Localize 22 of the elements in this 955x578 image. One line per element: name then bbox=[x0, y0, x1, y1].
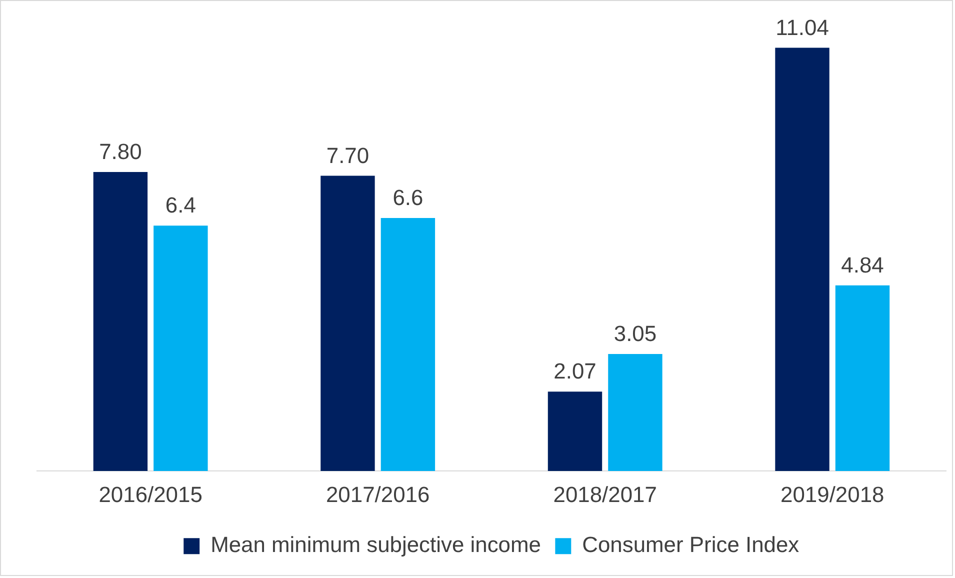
bar bbox=[548, 392, 602, 471]
bar bbox=[320, 176, 375, 471]
x-tick-label: 2019/2018 bbox=[780, 482, 884, 508]
bar bbox=[608, 354, 662, 471]
x-tick-label: 2016/2015 bbox=[98, 482, 202, 508]
data-label: 7.70 bbox=[326, 142, 370, 168]
legend-label: Consumer Price Index bbox=[582, 532, 800, 558]
x-tick-label: 2018/2017 bbox=[553, 482, 657, 508]
data-label: 2.07 bbox=[554, 358, 596, 384]
data-label: 3.05 bbox=[614, 321, 657, 346]
data-label: 11.04 bbox=[776, 14, 829, 40]
data-label: 7.80 bbox=[99, 139, 142, 164]
bar bbox=[380, 218, 436, 471]
x-tick-label: 2017/2016 bbox=[326, 482, 430, 508]
legend-label: Mean minimum subjective income bbox=[210, 532, 541, 558]
bar bbox=[775, 48, 830, 471]
bar bbox=[154, 226, 208, 471]
bar bbox=[835, 285, 890, 471]
data-label: 6.6 bbox=[392, 185, 424, 210]
data-label: 6.4 bbox=[165, 192, 196, 218]
bar bbox=[93, 172, 148, 471]
data-label: 4.84 bbox=[841, 252, 884, 278]
